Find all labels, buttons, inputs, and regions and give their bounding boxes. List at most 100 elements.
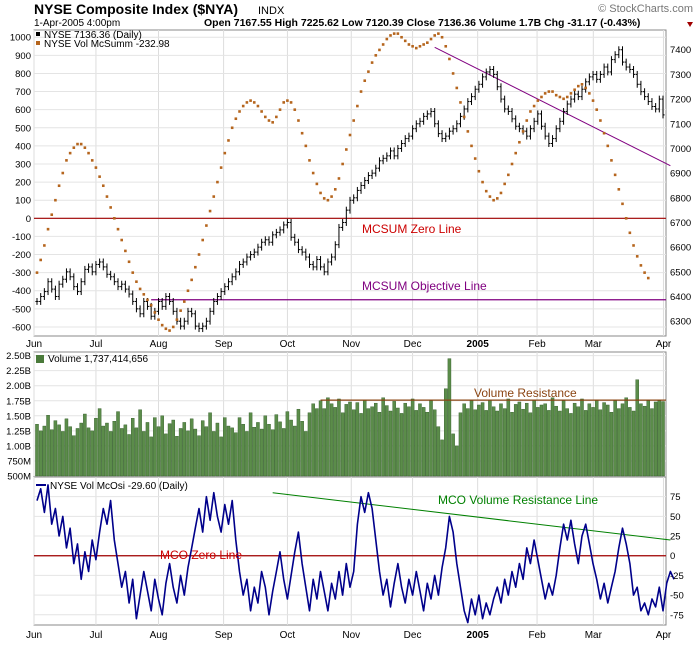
price-bar [554, 125, 558, 143]
price-bar [237, 260, 242, 276]
volume-legend-swatch [36, 355, 44, 363]
price-bar [230, 273, 234, 286]
volume-bar [241, 424, 245, 477]
volume-bar [513, 404, 518, 477]
right-axis-tick-label: 7200 [670, 95, 691, 106]
volume-bar [473, 409, 477, 477]
mcsum-point [591, 99, 595, 102]
volume-bar [580, 398, 584, 477]
mcsum-point [157, 318, 160, 322]
price-bar [532, 117, 536, 133]
mcsum-point [50, 213, 54, 216]
volume-bar [200, 420, 205, 477]
mcsum-point [518, 140, 521, 144]
volume-bar [536, 407, 540, 477]
volume-bar [399, 413, 404, 477]
volume-bar [565, 408, 570, 477]
mcsum-point [359, 90, 363, 93]
mcsum-point [79, 142, 83, 146]
left-axis-tick-label: 300 [15, 159, 31, 170]
price-bar [635, 70, 639, 88]
oscillator-x-tick-label: Nov [342, 630, 360, 641]
volume-bar [208, 412, 212, 477]
mcsum-point [94, 166, 98, 169]
volume-bar [171, 419, 175, 477]
price-bar [142, 297, 146, 318]
mcsum-point [164, 327, 168, 331]
left-axis-tick-label: 400 [15, 141, 31, 152]
volume-bar [366, 408, 371, 477]
price-bar [329, 253, 334, 266]
price-bar [598, 70, 602, 83]
volume-bar [569, 413, 573, 477]
price-bar [514, 115, 518, 130]
price-bar [576, 90, 580, 101]
mcsum-point [271, 121, 274, 124]
mcsum-point [43, 244, 46, 247]
mcsum-point [168, 329, 171, 332]
mcsum-point [444, 44, 448, 48]
mcsum-point [643, 271, 646, 274]
volume-bar [226, 425, 231, 477]
volume-bar [554, 405, 558, 477]
volume-bar [178, 428, 183, 477]
mcsum-point [208, 209, 212, 213]
mcsum-point [216, 180, 219, 184]
volume-axis-tick-label: 1.50B [6, 411, 31, 422]
price-bar [64, 268, 69, 283]
price-bar [451, 125, 455, 135]
exchange-label: INDX [258, 5, 285, 17]
mcsum-point [426, 41, 429, 44]
mcsum-point [138, 287, 142, 291]
left-axis-tick-label: 700 [15, 87, 31, 98]
left-axis-tick-label: 500 [15, 123, 31, 134]
mcsum-point [422, 43, 425, 46]
oscillator-x-tick-label: Apr [656, 630, 672, 641]
volume-bar [307, 412, 312, 477]
price-bar [407, 132, 411, 143]
volume-axis-tick-label: 1.00B [6, 441, 31, 452]
price-bar [322, 263, 326, 276]
oscillator-legend: NYSE Vol McOsi -29.60 (Daily) [36, 481, 188, 492]
volume-bar [215, 422, 220, 477]
price-bar [657, 95, 661, 113]
mcsum-point [639, 264, 643, 267]
right-axis-tick-label: 6800 [670, 193, 691, 204]
price-bar [105, 263, 109, 278]
price-bar [429, 107, 433, 118]
mcsum-point [473, 157, 477, 160]
mcsum-point [65, 159, 68, 162]
mcsum-point [551, 90, 554, 93]
volume-bar [653, 401, 658, 477]
price-bar [539, 110, 544, 130]
price-bar [624, 58, 628, 71]
price-bar [79, 278, 83, 296]
volume-bar [300, 421, 304, 477]
price-bar [374, 164, 378, 177]
price-bar [447, 127, 452, 140]
mco-series-line [36, 484, 675, 624]
price-bar [580, 85, 584, 101]
price-bar [477, 80, 481, 93]
volume-bar [123, 424, 128, 477]
price-grid [33, 30, 671, 336]
mcsum-point [142, 293, 146, 296]
price-bar [613, 51, 617, 64]
volume-marks [35, 358, 666, 477]
mcsum-point [488, 195, 492, 198]
right-axis-tick-label: 6600 [670, 243, 691, 254]
volume-bar [377, 411, 382, 477]
mcsum-point [322, 197, 326, 200]
volume-bar [521, 408, 525, 477]
mcsum-point [477, 169, 481, 173]
price-bar [245, 253, 249, 266]
mcsum-point [507, 173, 510, 177]
volume-bar [322, 408, 326, 477]
mcsum-point [628, 231, 632, 235]
volume-bar [499, 403, 503, 477]
mcsum-point [171, 325, 175, 329]
mcsum-point [385, 37, 389, 41]
mcsum-point [536, 99, 540, 102]
volume-bar [333, 407, 338, 477]
